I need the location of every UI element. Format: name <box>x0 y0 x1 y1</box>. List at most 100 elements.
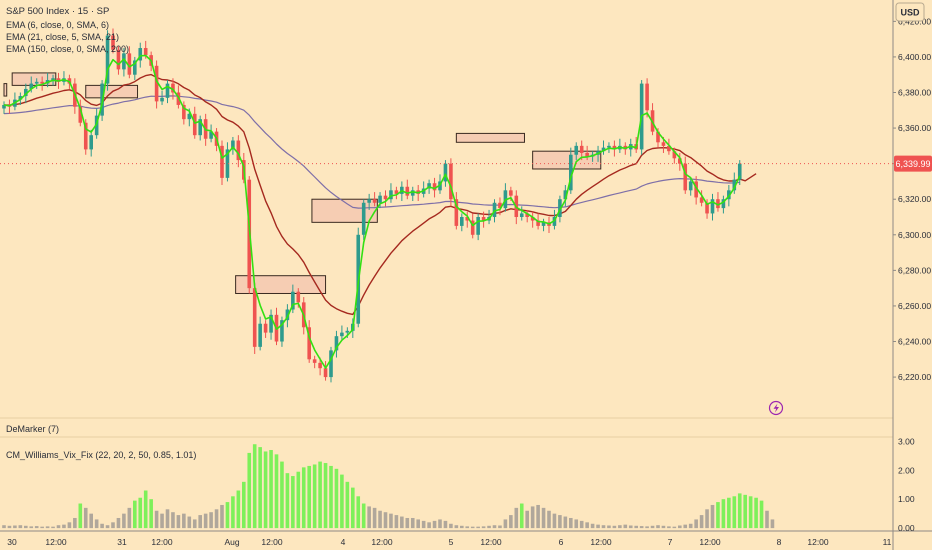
vix-bar-119 <box>650 525 655 529</box>
vix-bar-106 <box>579 520 584 529</box>
vix-bar-27 <box>149 499 153 529</box>
ema-150-line <box>3 95 740 209</box>
vix-bar-85 <box>465 526 470 529</box>
time-tick-label: 12:00 <box>590 537 612 547</box>
candle-body-66 <box>361 202 366 235</box>
vix-bar-55 <box>301 467 306 529</box>
vix-bar-57 <box>312 464 317 529</box>
price-tick-label: 6,240.00 <box>898 337 931 347</box>
candle-body-93 <box>509 190 513 196</box>
vix-bar-81 <box>443 520 448 529</box>
vix-bar-44 <box>242 481 246 529</box>
vix-bar-111 <box>607 525 611 529</box>
candle-body-42 <box>231 140 235 150</box>
candle-body-56 <box>307 327 311 360</box>
vix-bar-96 <box>525 510 529 529</box>
vix-bar-77 <box>421 520 426 529</box>
candle-body-60 <box>329 350 333 378</box>
vix-bar-124 <box>678 525 682 529</box>
time-tick-label: 5 <box>449 537 454 547</box>
vix-bar-54 <box>296 471 301 529</box>
vix-bar-24 <box>133 500 137 529</box>
vix-bar-122 <box>667 526 671 529</box>
candle-body-87 <box>476 217 480 235</box>
candle-body-131 <box>716 199 720 209</box>
vix-fix-legend: CM_Williams_Vix_Fix (22, 20, 2, 50, 0.85… <box>6 450 196 460</box>
zone-1 <box>11 72 57 86</box>
candle-body-38 <box>209 131 213 139</box>
candle-body-132 <box>721 199 726 209</box>
candle-body-79 <box>432 183 437 191</box>
vix-bar-71 <box>389 513 393 529</box>
vix-bar-130 <box>710 504 715 529</box>
candle-body-68 <box>372 199 377 203</box>
candle-body-25 <box>138 48 143 61</box>
vix-axis: 0.00 1.00 2.00 3.00 <box>898 436 915 533</box>
candle-body-47 <box>258 323 262 347</box>
vix-bar-32 <box>176 515 181 529</box>
candle-body-10 <box>56 78 61 82</box>
price-tick-label: 6,380.00 <box>898 87 931 97</box>
vix-bar-82 <box>449 523 453 529</box>
vix-bar-62 <box>340 474 344 529</box>
time-axis[interactable]: 30 12:00 31 12:00 Aug 12:00 4 12:00 5 12:00 6 12:00… <box>7 537 891 547</box>
vix-bar-127 <box>694 519 698 529</box>
vix-bar-20 <box>111 522 115 529</box>
vix-bar-36 <box>198 515 202 529</box>
candle-body-120 <box>656 131 660 143</box>
vix-fix-bars <box>2 444 775 529</box>
vix-bar-46 <box>252 444 257 529</box>
candle-body-16 <box>89 135 93 150</box>
candle-body-83 <box>454 199 459 226</box>
vix-bar-48 <box>263 451 268 529</box>
ema-21-legend: EMA (21, close, 5, SMA, 21) <box>6 32 119 42</box>
vix-bar-35 <box>192 519 197 529</box>
currency-label: USD <box>900 8 920 18</box>
ema-150-legend: EMA (150, close, 0, SMA, 200) <box>6 44 129 54</box>
candle-body-7 <box>40 81 44 84</box>
vix-bar-28 <box>154 510 159 529</box>
price-tick-label: 6,220.00 <box>898 372 931 382</box>
candle-body-134 <box>732 179 737 191</box>
candle-body-17 <box>94 115 99 136</box>
candle-body-52 <box>285 309 290 321</box>
vix-bar-34 <box>187 516 192 529</box>
vix-bar-125 <box>683 524 688 529</box>
candle-body-51 <box>280 320 284 342</box>
candle-body-49 <box>269 314 273 333</box>
candle-body-59 <box>323 368 328 378</box>
candle-body-20 <box>111 35 115 50</box>
candle-body-112 <box>612 145 617 150</box>
candle-body-53 <box>291 291 295 310</box>
vix-bar-101 <box>552 513 557 529</box>
vix-bar-113 <box>618 525 622 529</box>
vix-bar-114 <box>623 524 628 529</box>
ema-6-legend: EMA (6, close, 0, SMA, 6) <box>6 20 109 30</box>
candle-body-5 <box>29 83 34 89</box>
price-tick-label: 6,400.00 <box>898 52 931 62</box>
vix-bar-120 <box>656 525 660 529</box>
candle-body-123 <box>672 151 677 159</box>
vix-bar-16 <box>89 513 93 529</box>
vix-bar-89 <box>487 525 491 529</box>
candle-body-54 <box>296 291 301 303</box>
lightning-icon[interactable] <box>768 400 784 416</box>
candle-body-97 <box>530 217 535 221</box>
candle-body-58 <box>318 362 322 369</box>
currency-badge[interactable]: USD <box>895 2 925 22</box>
price-tick-label: 6,320.00 <box>898 194 931 204</box>
candle-body-125 <box>683 163 688 191</box>
candle-body-23 <box>127 53 132 75</box>
vix-bar-45 <box>247 452 252 529</box>
vix-bar-49 <box>269 450 273 529</box>
candle-body-21 <box>116 49 121 70</box>
candle-body-22 <box>122 53 126 70</box>
candle-body-99 <box>541 222 546 226</box>
vix-bar-75 <box>410 517 415 529</box>
demarker-legend: DeMarker (7) <box>6 424 59 434</box>
candle-body-78 <box>427 183 431 189</box>
candle-body-28 <box>154 65 159 102</box>
vix-bar-22 <box>122 513 126 529</box>
candle-body-127 <box>694 181 698 198</box>
